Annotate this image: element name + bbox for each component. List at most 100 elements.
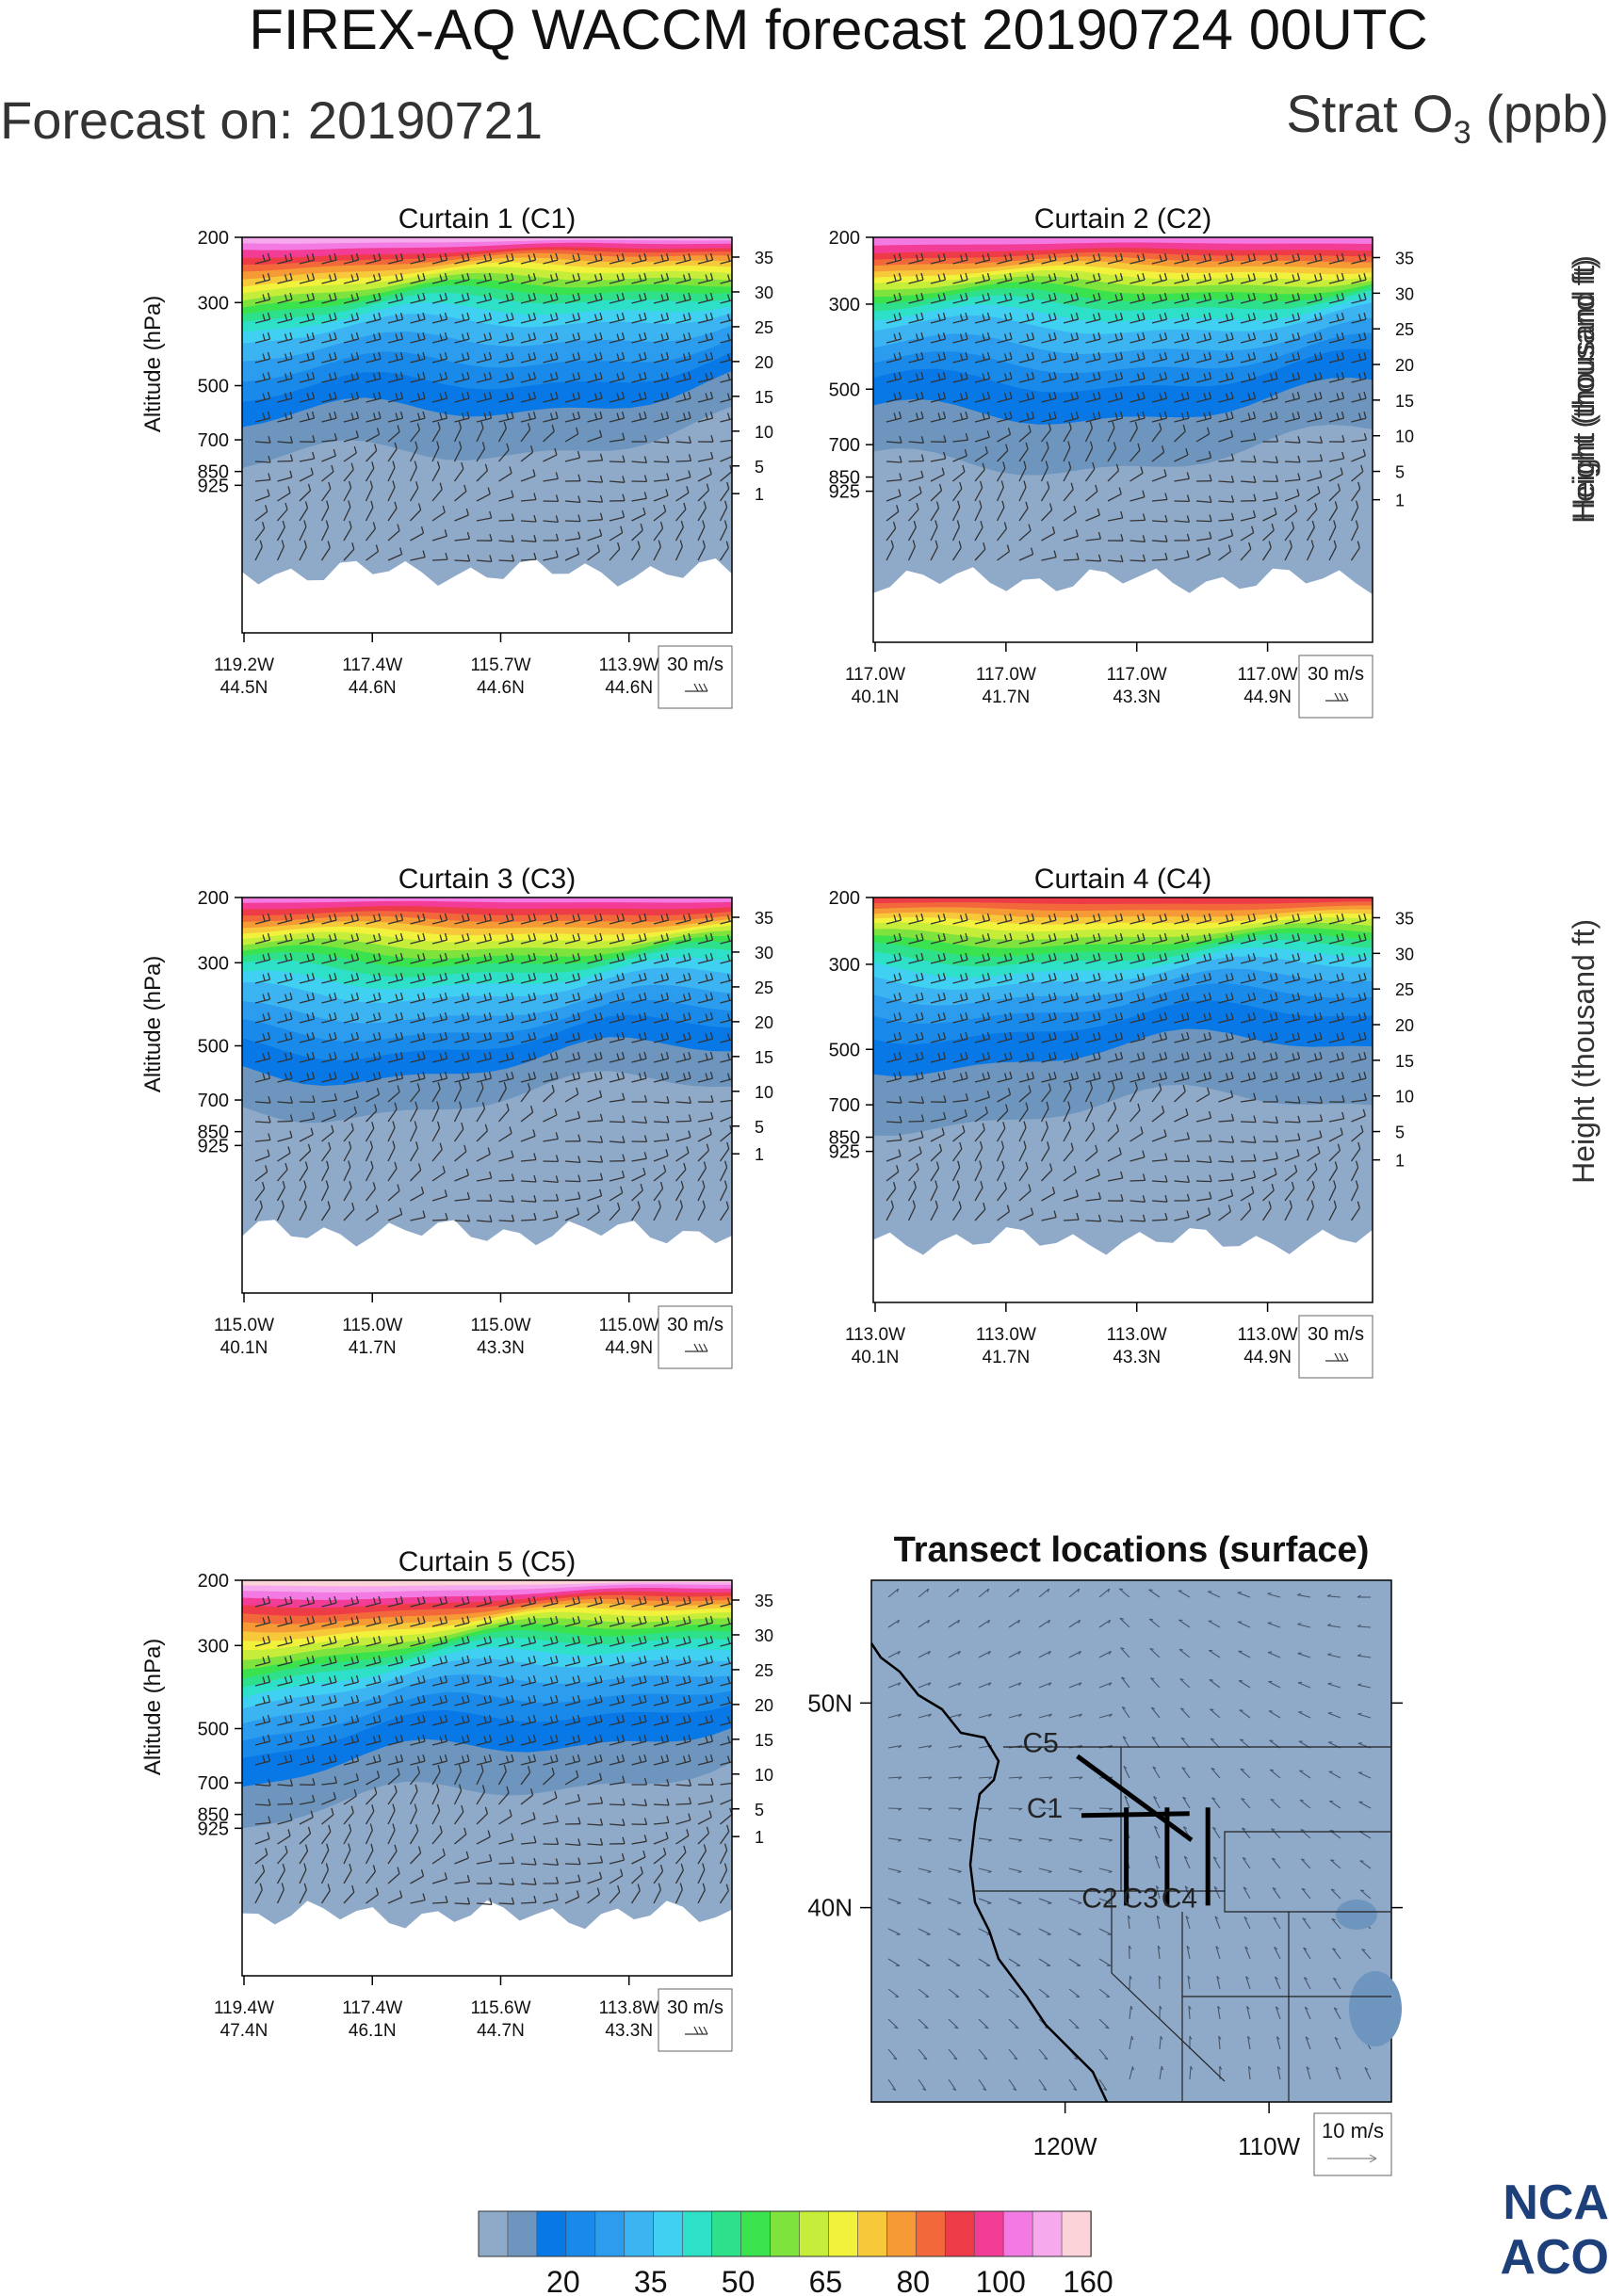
y-right-tick-label: 10 bbox=[755, 1766, 773, 1785]
barb-flag bbox=[599, 1635, 603, 1643]
barb-flag bbox=[1180, 1033, 1185, 1041]
barb-flag bbox=[1319, 312, 1323, 320]
barb-shaft bbox=[1218, 939, 1234, 945]
barb-flag bbox=[1067, 461, 1072, 469]
barb-flag bbox=[726, 294, 731, 301]
barb-shaft bbox=[974, 526, 983, 542]
barb-flag bbox=[643, 1071, 647, 1079]
barb-shaft bbox=[1130, 378, 1146, 383]
barb-flag bbox=[1180, 1053, 1185, 1060]
barb-flag bbox=[1319, 331, 1323, 340]
barb-shaft bbox=[520, 1111, 533, 1123]
barb-flag bbox=[437, 422, 441, 429]
barb-shaft bbox=[564, 1800, 580, 1805]
barb-shaft bbox=[675, 1038, 691, 1043]
barb-shaft bbox=[952, 299, 968, 304]
barb-flag bbox=[355, 952, 360, 961]
barb-shaft bbox=[653, 1721, 669, 1726]
barb-flag bbox=[1114, 914, 1118, 922]
barb-flag bbox=[511, 972, 514, 980]
barb-shaft bbox=[1174, 1138, 1190, 1142]
barb-flag bbox=[555, 1893, 559, 1900]
barb-flag bbox=[466, 1031, 470, 1040]
barb-flag bbox=[378, 1674, 382, 1683]
wind-barbs bbox=[254, 913, 732, 1223]
barb-flag bbox=[328, 412, 333, 420]
barb-flag bbox=[593, 1053, 598, 1060]
barb-shaft bbox=[653, 318, 669, 324]
barb-flag bbox=[986, 312, 991, 320]
barb-flag bbox=[1185, 1108, 1189, 1116]
barb-shaft bbox=[952, 1018, 968, 1024]
barb-shaft bbox=[609, 299, 625, 304]
barb-flag bbox=[328, 1657, 333, 1664]
barb-flag bbox=[915, 1033, 919, 1041]
barb-flag bbox=[311, 1674, 316, 1683]
barb-shaft bbox=[720, 1702, 732, 1706]
barb-shaft bbox=[431, 1622, 447, 1627]
barb-flag bbox=[1075, 992, 1080, 1000]
barb-shaft bbox=[387, 1873, 400, 1884]
barb-flag bbox=[1248, 542, 1252, 550]
barb-flag bbox=[1163, 292, 1168, 300]
barb-shaft bbox=[697, 1150, 709, 1162]
barb-flag bbox=[1097, 932, 1101, 941]
barb-flag bbox=[304, 1161, 309, 1169]
barb-shaft bbox=[299, 1681, 315, 1687]
y-right-tick-label: 25 bbox=[755, 1661, 773, 1680]
barb-flag bbox=[937, 1033, 941, 1041]
barb-flag bbox=[709, 972, 714, 980]
barb-shaft bbox=[410, 397, 426, 403]
barb-flag bbox=[665, 932, 670, 941]
barb-shaft bbox=[1174, 430, 1186, 443]
barb-flag bbox=[1097, 1214, 1102, 1221]
barb-shaft bbox=[254, 1740, 270, 1746]
barb-shaft bbox=[410, 1661, 426, 1667]
barb-flag bbox=[395, 1617, 398, 1625]
barb-flag bbox=[572, 1716, 576, 1723]
barb-shaft bbox=[1063, 428, 1072, 443]
barb-flag bbox=[937, 1073, 941, 1080]
barb-flag bbox=[599, 992, 603, 1000]
barb-shaft bbox=[720, 471, 732, 482]
barb-flag bbox=[333, 932, 337, 941]
barb-flag bbox=[395, 954, 398, 962]
barb-flag bbox=[1253, 1154, 1257, 1161]
barb-flag bbox=[327, 1201, 331, 1208]
barb-flag bbox=[439, 1755, 443, 1763]
barb-flag bbox=[982, 954, 985, 962]
barb-flag bbox=[1225, 254, 1229, 262]
barb-shaft bbox=[720, 1722, 732, 1726]
barb-flag bbox=[533, 1195, 537, 1203]
barb-flag bbox=[937, 914, 941, 922]
barb-shaft bbox=[387, 998, 403, 1004]
barb-flag bbox=[399, 272, 404, 281]
barb-flag bbox=[1163, 272, 1168, 281]
barb-flag bbox=[1180, 994, 1185, 1001]
barb-flag bbox=[289, 1797, 294, 1804]
barb-flag bbox=[733, 1675, 735, 1682]
barb-flag bbox=[1053, 411, 1057, 419]
barb-shaft bbox=[997, 1077, 1013, 1083]
barb-flag bbox=[1164, 1195, 1168, 1203]
barb-flag bbox=[1269, 353, 1274, 361]
barb-shaft bbox=[1107, 338, 1123, 344]
barb-flag bbox=[1319, 992, 1323, 1000]
barb-flag bbox=[466, 1595, 470, 1604]
barb-flag bbox=[533, 514, 537, 523]
barb-flag bbox=[549, 373, 554, 380]
barb-shaft bbox=[1063, 318, 1079, 324]
barb-shaft bbox=[1085, 397, 1101, 403]
barb-shaft bbox=[1107, 1058, 1123, 1063]
barb-shaft bbox=[609, 1058, 625, 1063]
barb-shaft bbox=[476, 959, 492, 964]
barb-shaft bbox=[1174, 397, 1190, 403]
barb-shaft bbox=[476, 1058, 492, 1063]
wind-arrow bbox=[1238, 1650, 1251, 1658]
barb-flag bbox=[705, 274, 708, 282]
barb-shaft bbox=[587, 1018, 603, 1024]
barb-flag bbox=[461, 254, 465, 262]
x-tick-label-lon: 115.6W bbox=[470, 1998, 530, 2018]
barb-shaft bbox=[1307, 1038, 1323, 1043]
barb-shaft bbox=[343, 1018, 359, 1024]
